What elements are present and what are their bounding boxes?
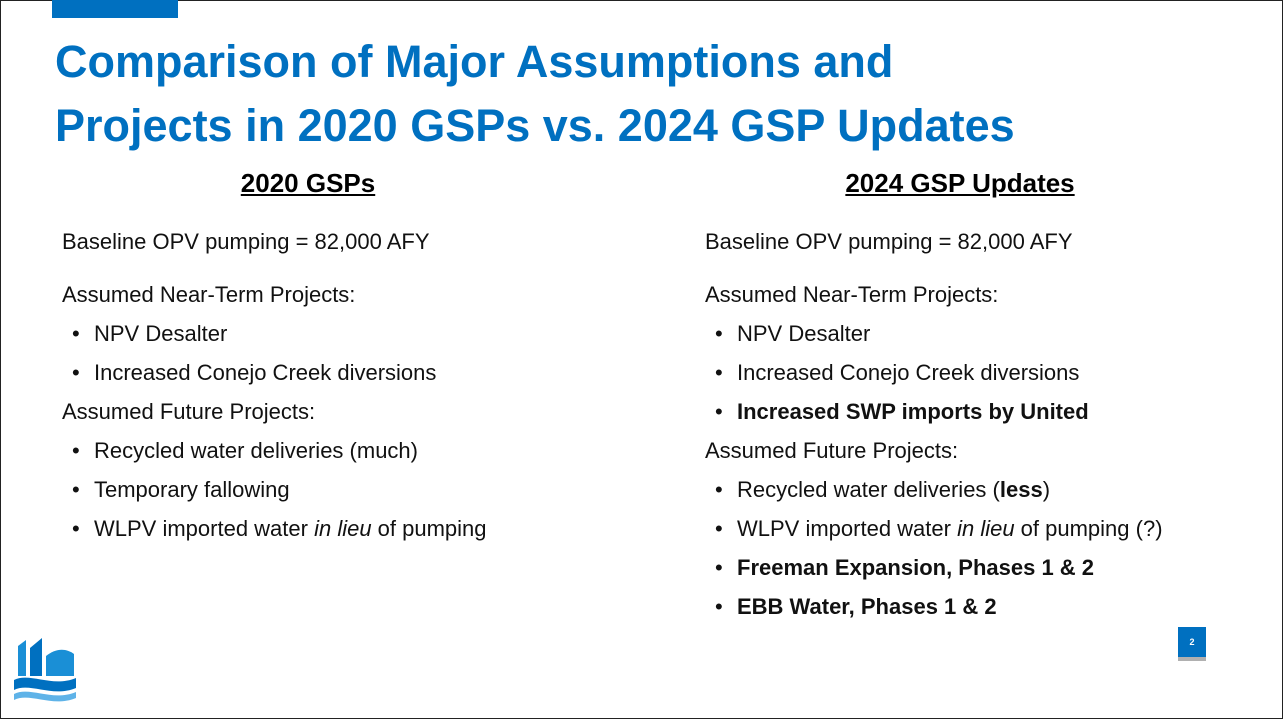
text-line: • Increased Conejo Creek diversions xyxy=(705,353,1225,392)
text-run: Temporary fallowing xyxy=(94,477,290,502)
bullet: • xyxy=(72,321,80,346)
column: Baseline OPV pumping = 82,000 AFY Assumed… xyxy=(705,222,1225,626)
bullet: • xyxy=(715,399,723,424)
text-line: Assumed Future Projects: xyxy=(62,392,622,431)
text-run: Increased SWP imports by United xyxy=(737,399,1089,424)
text-line: • Increased Conejo Creek diversions xyxy=(62,353,622,392)
text-line: Assumed Near-Term Projects: xyxy=(705,275,1225,314)
text-run: Increased Conejo Creek diversions xyxy=(94,360,437,385)
title-line: Comparison of Major Assumptions and xyxy=(55,36,894,87)
bullet: • xyxy=(715,477,723,502)
text-line: • WLPV imported water in lieu of pumping … xyxy=(705,509,1225,548)
text-line: • Recycled water deliveries (much) xyxy=(62,431,622,470)
bullet: • xyxy=(72,438,80,463)
column: Baseline OPV pumping = 82,000 AFY Assumed… xyxy=(62,222,622,548)
text-line: • Recycled water deliveries (less) xyxy=(705,470,1225,509)
text-run: Assumed Near-Term Projects: xyxy=(62,282,356,307)
bullet: • xyxy=(72,477,80,502)
slide-title: Comparison of Major Assumptions and Proj… xyxy=(55,30,1015,158)
text-run: Recycled water deliveries (much) xyxy=(94,438,418,463)
text-run: Assumed Future Projects: xyxy=(62,399,316,424)
text-run: Increased Conejo Creek diversions xyxy=(737,360,1080,385)
bullet: • xyxy=(715,516,723,541)
bullet: • xyxy=(715,360,723,385)
text-run: NPV Desalter xyxy=(737,321,871,346)
text-line: • EBB Water, Phases 1 & 2 xyxy=(705,587,1225,626)
bullet: • xyxy=(715,321,723,346)
text-line: • Freeman Expansion, Phases 1 & 2 xyxy=(705,548,1225,587)
text-run: ) xyxy=(1042,477,1051,502)
text-run: NPV Desalter xyxy=(94,321,228,346)
text-run: Recycled water deliveries ( xyxy=(737,477,1000,502)
text-run: EBB Water, Phases 1 & 2 xyxy=(737,594,997,619)
text-run: of pumping xyxy=(371,516,487,541)
bullet: • xyxy=(715,555,723,580)
text-run: less xyxy=(999,477,1043,502)
text-run: of pumping (?) xyxy=(1014,516,1163,541)
text-run: in lieu xyxy=(314,516,372,541)
text-run: WLPV imported water xyxy=(737,516,958,541)
bullet: • xyxy=(715,594,723,619)
bullet: • xyxy=(72,516,80,541)
bullet: • xyxy=(72,360,80,385)
text-line: • NPV Desalter xyxy=(62,314,622,353)
text-run: Assumed Future Projects: xyxy=(705,438,959,463)
accent-bar xyxy=(52,0,178,18)
page-number: 2 xyxy=(1178,627,1206,657)
logo xyxy=(14,638,76,702)
text-line: • Temporary fallowing xyxy=(62,470,622,509)
text-line: • NPV Desalter xyxy=(705,314,1225,353)
text-run: Assumed Near-Term Projects: xyxy=(705,282,999,307)
text-line: • WLPV imported water in lieu of pumping xyxy=(62,509,622,548)
text-run: WLPV imported water xyxy=(94,516,315,541)
title-line: Projects in 2020 GSPs vs. 2024 GSP Updat… xyxy=(55,100,1015,151)
column-heading: 2024 GSP Updates xyxy=(845,168,1075,198)
page-number-shadow xyxy=(1178,657,1206,661)
text-run: in lieu xyxy=(957,516,1015,541)
text-run: Baseline OPV pumping = 82,000 AFY xyxy=(62,229,430,254)
text-line: Assumed Near-Term Projects: xyxy=(62,275,622,314)
text-line: Baseline OPV pumping = 82,000 AFY xyxy=(705,222,1225,261)
text-line: Assumed Future Projects: xyxy=(705,431,1225,470)
text-run: Baseline OPV pumping = 82,000 AFY xyxy=(705,229,1073,254)
text-run: Freeman Expansion, Phases 1 & 2 xyxy=(737,555,1095,580)
text-line: Baseline OPV pumping = 82,000 AFY xyxy=(62,222,622,261)
column-heading: 2020 GSPs xyxy=(240,168,376,198)
text-line: • Increased SWP imports by United xyxy=(705,392,1225,431)
